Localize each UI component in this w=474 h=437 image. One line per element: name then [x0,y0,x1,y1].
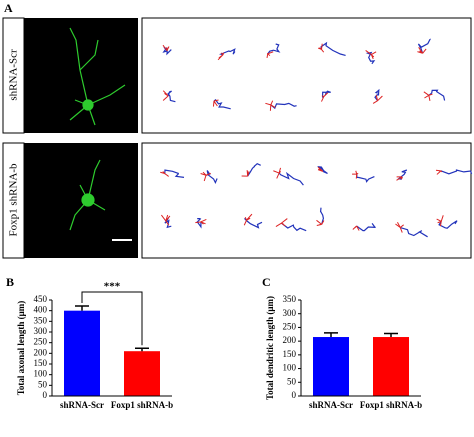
dendrite-trace [436,215,444,227]
dendrite-trace [241,170,250,177]
y-tick-label: 50 [287,376,297,386]
y-tick-label: 150 [283,349,297,359]
dendrite-trace [396,176,403,181]
tracing-panel [141,142,472,259]
bar [64,310,100,396]
dendrite-trace [160,171,169,177]
axon-trace [440,169,473,175]
row-label: Foxp1 shRNA-b [8,163,20,237]
y-tick-label: 150 [34,358,48,368]
error-bar [75,305,89,311]
bar [373,337,409,396]
panel-label: B [6,275,14,289]
axon-trace [213,98,231,110]
y-tick-label: 300 [283,308,297,318]
x-tick-label: Foxp1 shRNA-b [360,400,422,410]
dendrite-trace [317,43,325,53]
y-axis-label: Total dendritic length (μm) [265,296,275,400]
dendrite-trace [365,50,377,60]
dendrite-trace [275,218,288,227]
dendrite-trace [395,221,404,233]
y-tick-label: 450 [34,294,48,304]
dendrite-trace [195,218,207,225]
dendrite-trace [265,100,276,111]
axon-trace [316,165,328,175]
error-bar [324,332,338,338]
dendrite-trace [200,171,211,182]
neuron [69,27,126,126]
axon-trace [428,89,446,101]
dendrite-trace [321,92,329,102]
y-axis-label: Total axonal length (μm) [16,301,26,396]
axon-trace [270,102,297,110]
micrograph [24,143,138,258]
significance-label: *** [104,281,121,293]
dendrite-trace [352,170,359,179]
x-tick-label: Foxp1 shRNA-b [111,400,173,410]
panel-label: A [4,1,13,15]
dendrite-trace [212,99,219,107]
axon-trace [320,41,346,56]
dendrite-trace [423,91,433,101]
dendrite-trace [243,213,253,226]
axon-trace [219,48,236,56]
axon-trace [438,220,458,229]
axon-trace [365,51,376,65]
error-bar [135,347,149,352]
axon-trace [247,162,261,177]
dendrite-trace [372,94,383,104]
error-bar [384,332,398,338]
dendrite-trace [273,167,282,179]
tracing-panel [141,17,472,134]
axon-trace [374,88,380,102]
tracings [160,38,473,238]
row-label: shRNA-Scr [8,49,20,101]
dendrite-trace [316,219,325,226]
dendrite-trace [266,51,274,59]
y-tick-label: 100 [283,363,297,373]
y-tick-label: 200 [283,335,297,345]
y-tick-label: 350 [34,315,48,325]
y-tick-label: 100 [34,369,48,379]
bar [124,351,160,396]
axon-trace [278,171,304,186]
dendrite-trace [435,169,443,175]
axon-trace [321,90,331,98]
dendrite-trace [317,166,324,172]
axon-trace [356,223,376,232]
axon-trace [281,222,307,232]
axon-trace [319,207,325,225]
axon-trace [164,169,185,178]
y-tick-label: 50 [38,379,48,389]
axon-trace [267,43,281,55]
y-tick-label: 250 [34,337,48,347]
y-tick-label: 300 [34,326,48,336]
dendrite-trace [161,214,171,226]
axon-trace [167,90,176,103]
panel-label: C [262,275,271,289]
dendrite-trace [352,225,360,231]
dendrite-trace [417,47,427,54]
y-tick-label: 0 [43,390,48,400]
significance-bracket [81,291,143,346]
y-tick-label: 250 [283,321,297,331]
neuron [69,159,106,231]
y-tick-label: 400 [34,305,48,315]
x-tick-label: shRNA-Scr [309,400,353,410]
x-tick-label: shRNA-Scr [60,400,104,410]
bar [313,337,349,396]
dendrite-trace [162,44,170,52]
dendrite-trace [217,52,225,61]
dendrite-trace [162,90,169,101]
axon-trace [400,226,428,238]
y-tick-label: 0 [292,390,297,400]
axon-trace [417,38,431,54]
y-tick-label: 200 [34,347,48,357]
y-tick-label: 350 [283,294,297,304]
axon-trace [244,217,263,229]
